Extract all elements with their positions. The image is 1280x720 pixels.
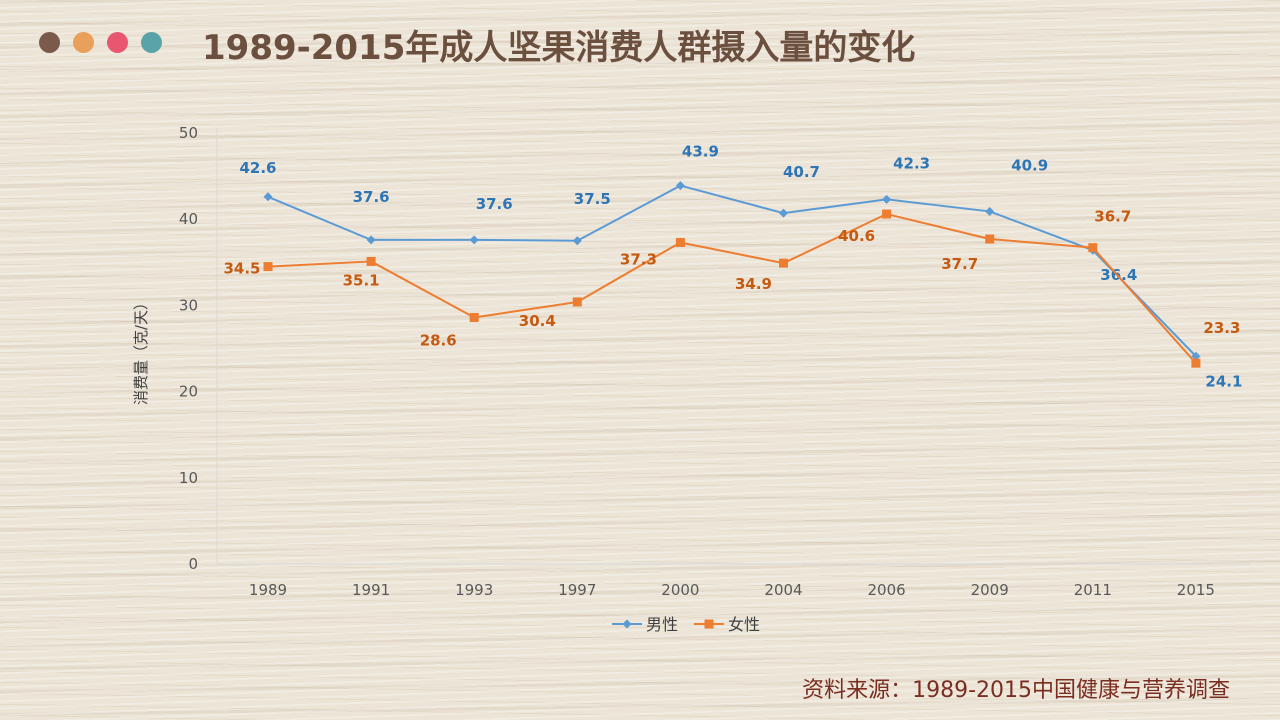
data-point-female bbox=[366, 256, 376, 266]
data-label: 37.6 bbox=[476, 195, 513, 213]
x-tick-label: 2004 bbox=[764, 581, 802, 599]
y-tick-label: 40 bbox=[179, 210, 198, 228]
series-line-female bbox=[267, 213, 1197, 364]
data-label: 42.6 bbox=[239, 159, 276, 177]
x-tick-label: 1991 bbox=[352, 581, 390, 599]
data-label: 34.9 bbox=[735, 275, 772, 293]
data-point-female bbox=[675, 237, 685, 247]
data-label: 37.3 bbox=[620, 250, 657, 268]
data-point-male bbox=[779, 208, 788, 218]
data-point-female bbox=[1191, 358, 1201, 368]
page-title: 1989-2015年成人坚果消费人群摄入量的变化 bbox=[202, 28, 916, 68]
dot-pink bbox=[107, 32, 128, 53]
dot-teal bbox=[141, 32, 162, 53]
legend-label: 男性 bbox=[646, 615, 678, 634]
data-label: 42.3 bbox=[893, 154, 930, 172]
data-label: 30.4 bbox=[519, 312, 556, 330]
data-point-male bbox=[985, 206, 995, 216]
data-label: 40.9 bbox=[1011, 156, 1048, 174]
y-tick-label: 30 bbox=[179, 296, 198, 314]
data-label: 37.5 bbox=[574, 190, 611, 208]
data-label: 40.7 bbox=[783, 163, 820, 181]
data-point-female bbox=[263, 262, 273, 272]
data-point-female bbox=[985, 234, 995, 244]
data-point-male bbox=[572, 236, 582, 246]
x-tick-label: 2006 bbox=[868, 581, 906, 599]
x-tick-label: 2015 bbox=[1177, 581, 1215, 599]
data-point-female bbox=[469, 312, 479, 322]
data-label: 24.1 bbox=[1205, 372, 1242, 390]
data-point-male bbox=[1191, 351, 1201, 361]
legend-marker bbox=[622, 619, 632, 629]
source-note: 资料来源：1989-2015中国健康与营养调查 bbox=[802, 678, 1230, 703]
data-point-male bbox=[366, 235, 376, 245]
legend-label: 女性 bbox=[728, 615, 760, 634]
data-point-female bbox=[572, 297, 582, 307]
data-point-male bbox=[469, 235, 479, 245]
data-label: 28.6 bbox=[420, 331, 457, 349]
data-point-male bbox=[263, 192, 273, 202]
x-tick-label: 1997 bbox=[558, 581, 596, 599]
data-point-female bbox=[1088, 243, 1098, 253]
data-label: 35.1 bbox=[343, 271, 380, 289]
y-axis-label: 消费量（克/天） bbox=[132, 295, 150, 405]
data-label: 40.6 bbox=[838, 227, 875, 245]
data-label: 43.9 bbox=[682, 143, 719, 161]
data-label: 36.4 bbox=[1100, 266, 1137, 284]
data-label: 37.6 bbox=[353, 188, 390, 206]
x-tick-label: 2009 bbox=[971, 581, 1009, 599]
series-line-male bbox=[267, 184, 1197, 357]
x-tick-label: 1989 bbox=[249, 581, 287, 599]
x-tick-label: 2011 bbox=[1074, 581, 1112, 599]
y-tick-label: 0 bbox=[188, 555, 198, 573]
y-tick-label: 10 bbox=[179, 469, 198, 487]
data-label: 23.3 bbox=[1203, 319, 1240, 337]
data-label: 37.7 bbox=[941, 255, 978, 273]
dot-orange bbox=[73, 32, 94, 53]
data-point-female bbox=[882, 209, 892, 219]
legend-marker bbox=[704, 619, 714, 629]
dot-brown bbox=[39, 32, 60, 53]
data-point-male bbox=[882, 194, 892, 204]
x-tick-label: 1993 bbox=[455, 581, 493, 599]
data-point-male bbox=[675, 181, 685, 191]
y-tick-label: 50 bbox=[179, 124, 198, 142]
x-tick-label: 2000 bbox=[661, 581, 699, 599]
data-label: 34.5 bbox=[223, 260, 260, 278]
y-tick-label: 20 bbox=[179, 383, 198, 401]
data-point-female bbox=[779, 258, 788, 268]
data-label: 36.7 bbox=[1094, 208, 1131, 226]
